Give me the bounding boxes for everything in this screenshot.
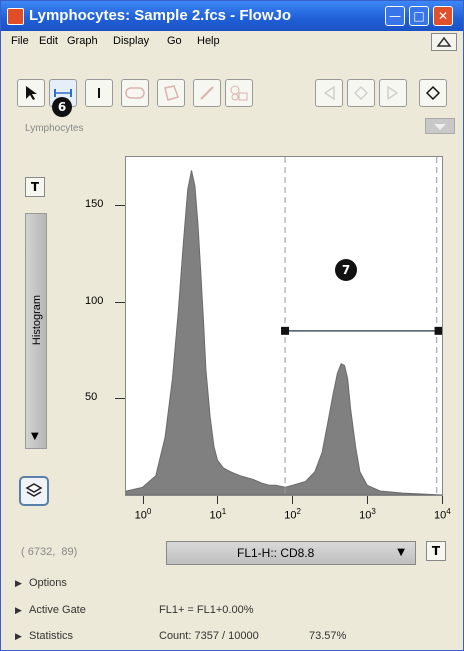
histogram-area xyxy=(125,170,443,496)
active-gate-row[interactable]: ▶ Active Gate FL1+ = FL1+0.00% xyxy=(15,604,253,616)
oval-gate-icon xyxy=(125,87,145,99)
expand-triangle-icon: ▶ xyxy=(15,578,22,588)
chevron-down-icon: ▼ xyxy=(397,547,405,558)
diamond-active-button[interactable] xyxy=(419,79,447,107)
x-tick xyxy=(217,496,219,504)
menu-file[interactable]: File xyxy=(11,35,29,47)
next-arrow-icon xyxy=(387,85,399,101)
statistics-row[interactable]: ▶ Statistics Count: 7357 / 10000 73.57% xyxy=(15,630,346,642)
histogram-plot[interactable] xyxy=(125,156,443,496)
options-label: Options xyxy=(29,577,67,589)
x-tick xyxy=(292,496,294,504)
x-parameter-value: FL1-H:: CD8.8 xyxy=(237,546,315,560)
menu-help[interactable]: Help xyxy=(197,35,220,47)
triangle-down-icon: ▼ xyxy=(31,431,39,442)
menu-display[interactable]: Display xyxy=(113,35,150,47)
quadrant-gate-icon xyxy=(230,85,248,101)
menu-graph[interactable]: Graph xyxy=(67,35,98,47)
x-tick-label: 101 xyxy=(209,507,227,522)
collapse-toolbar-button[interactable] xyxy=(431,33,457,51)
polygon-gate-icon xyxy=(164,85,179,101)
flowjo-app-icon xyxy=(7,8,24,25)
pointer-icon xyxy=(26,86,37,100)
options-row[interactable]: ▶ Options xyxy=(15,577,67,589)
active-gate-value: FL1+ = FL1+0.00% xyxy=(159,604,254,616)
maximize-button[interactable]: □ xyxy=(409,6,429,26)
bisector-icon xyxy=(98,88,100,98)
prev-sample-button[interactable] xyxy=(315,79,343,107)
y-tick xyxy=(115,205,125,207)
layers-icon xyxy=(25,483,43,497)
next-sample-button[interactable] xyxy=(379,79,407,107)
range-gate-handle[interactable] xyxy=(434,326,443,335)
y-tick xyxy=(115,398,125,400)
callout-7: 7 xyxy=(335,259,357,281)
plot-type-label: Histogram xyxy=(31,294,43,346)
prev-arrow-icon xyxy=(323,85,335,101)
x-tick xyxy=(367,496,369,504)
range-gate-handle[interactable] xyxy=(281,326,290,335)
statistics-percent: 73.57% xyxy=(309,630,347,642)
y-tick-label: 100 xyxy=(85,294,104,307)
y-axis-options-button[interactable]: T xyxy=(25,177,45,197)
cursor-coordinate-readout: ( 6732, 89) xyxy=(21,546,78,558)
statistics-label: Statistics xyxy=(29,630,74,642)
close-button[interactable]: ✕ xyxy=(433,6,453,26)
y-tick-label: 150 xyxy=(85,198,104,211)
callout-6: 6 xyxy=(52,97,72,117)
bisector-tool[interactable] xyxy=(85,79,113,107)
x-parameter-dropdown[interactable]: FL1-H:: CD8.8 ▼ xyxy=(166,541,416,565)
expand-triangle-icon: ▶ xyxy=(15,631,22,641)
y-tick xyxy=(115,301,125,303)
minimize-button[interactable]: — xyxy=(385,6,405,26)
active-gate-label: Active Gate xyxy=(29,604,86,616)
gate-menu-button[interactable] xyxy=(425,118,455,134)
diamond-active-icon xyxy=(426,85,440,101)
quadrant-gate-tool[interactable] xyxy=(225,79,253,107)
chevron-down-icon xyxy=(434,124,446,130)
freehand-gate-icon xyxy=(200,86,214,100)
pointer-tool[interactable] xyxy=(17,79,45,107)
polygon-gate-tool[interactable] xyxy=(157,79,185,107)
diamond-icon xyxy=(354,85,368,101)
histogram-chart xyxy=(125,157,443,496)
plot-type-selector[interactable]: Histogram ▼ xyxy=(25,213,47,449)
title-bar[interactable]: Lymphocytes: Sample 2.fcs - FlowJo — □ ✕ xyxy=(1,1,463,31)
y-tick-label: 50 xyxy=(85,391,98,404)
diamond-button[interactable] xyxy=(347,79,375,107)
menu-edit[interactable]: Edit xyxy=(39,35,58,47)
window-title: Lymphocytes: Sample 2.fcs - FlowJo xyxy=(29,7,292,24)
x-tick-label: 103 xyxy=(359,507,376,522)
x-tick-label: 104 xyxy=(434,507,451,522)
menu-bar: File Edit Graph Display Go Help xyxy=(1,31,463,51)
statistics-count: Count: 7357 / 10000 xyxy=(159,630,259,642)
x-tick-label: 102 xyxy=(284,507,301,522)
x-tick xyxy=(142,496,144,504)
x-tick-label: 100 xyxy=(134,507,152,522)
layers-button[interactable] xyxy=(19,476,49,506)
x-axis-options-button[interactable]: T xyxy=(426,541,446,561)
expand-triangle-icon: ▶ xyxy=(15,605,22,615)
gating-toolbar xyxy=(1,55,463,113)
range-gate-icon xyxy=(54,89,72,97)
oval-gate-tool[interactable] xyxy=(121,79,149,107)
menu-go[interactable]: Go xyxy=(167,35,182,47)
gate-label: Lymphocytes xyxy=(25,123,84,134)
freehand-gate-tool[interactable] xyxy=(193,79,221,107)
x-tick xyxy=(442,496,443,504)
triangle-up-icon xyxy=(436,36,452,47)
